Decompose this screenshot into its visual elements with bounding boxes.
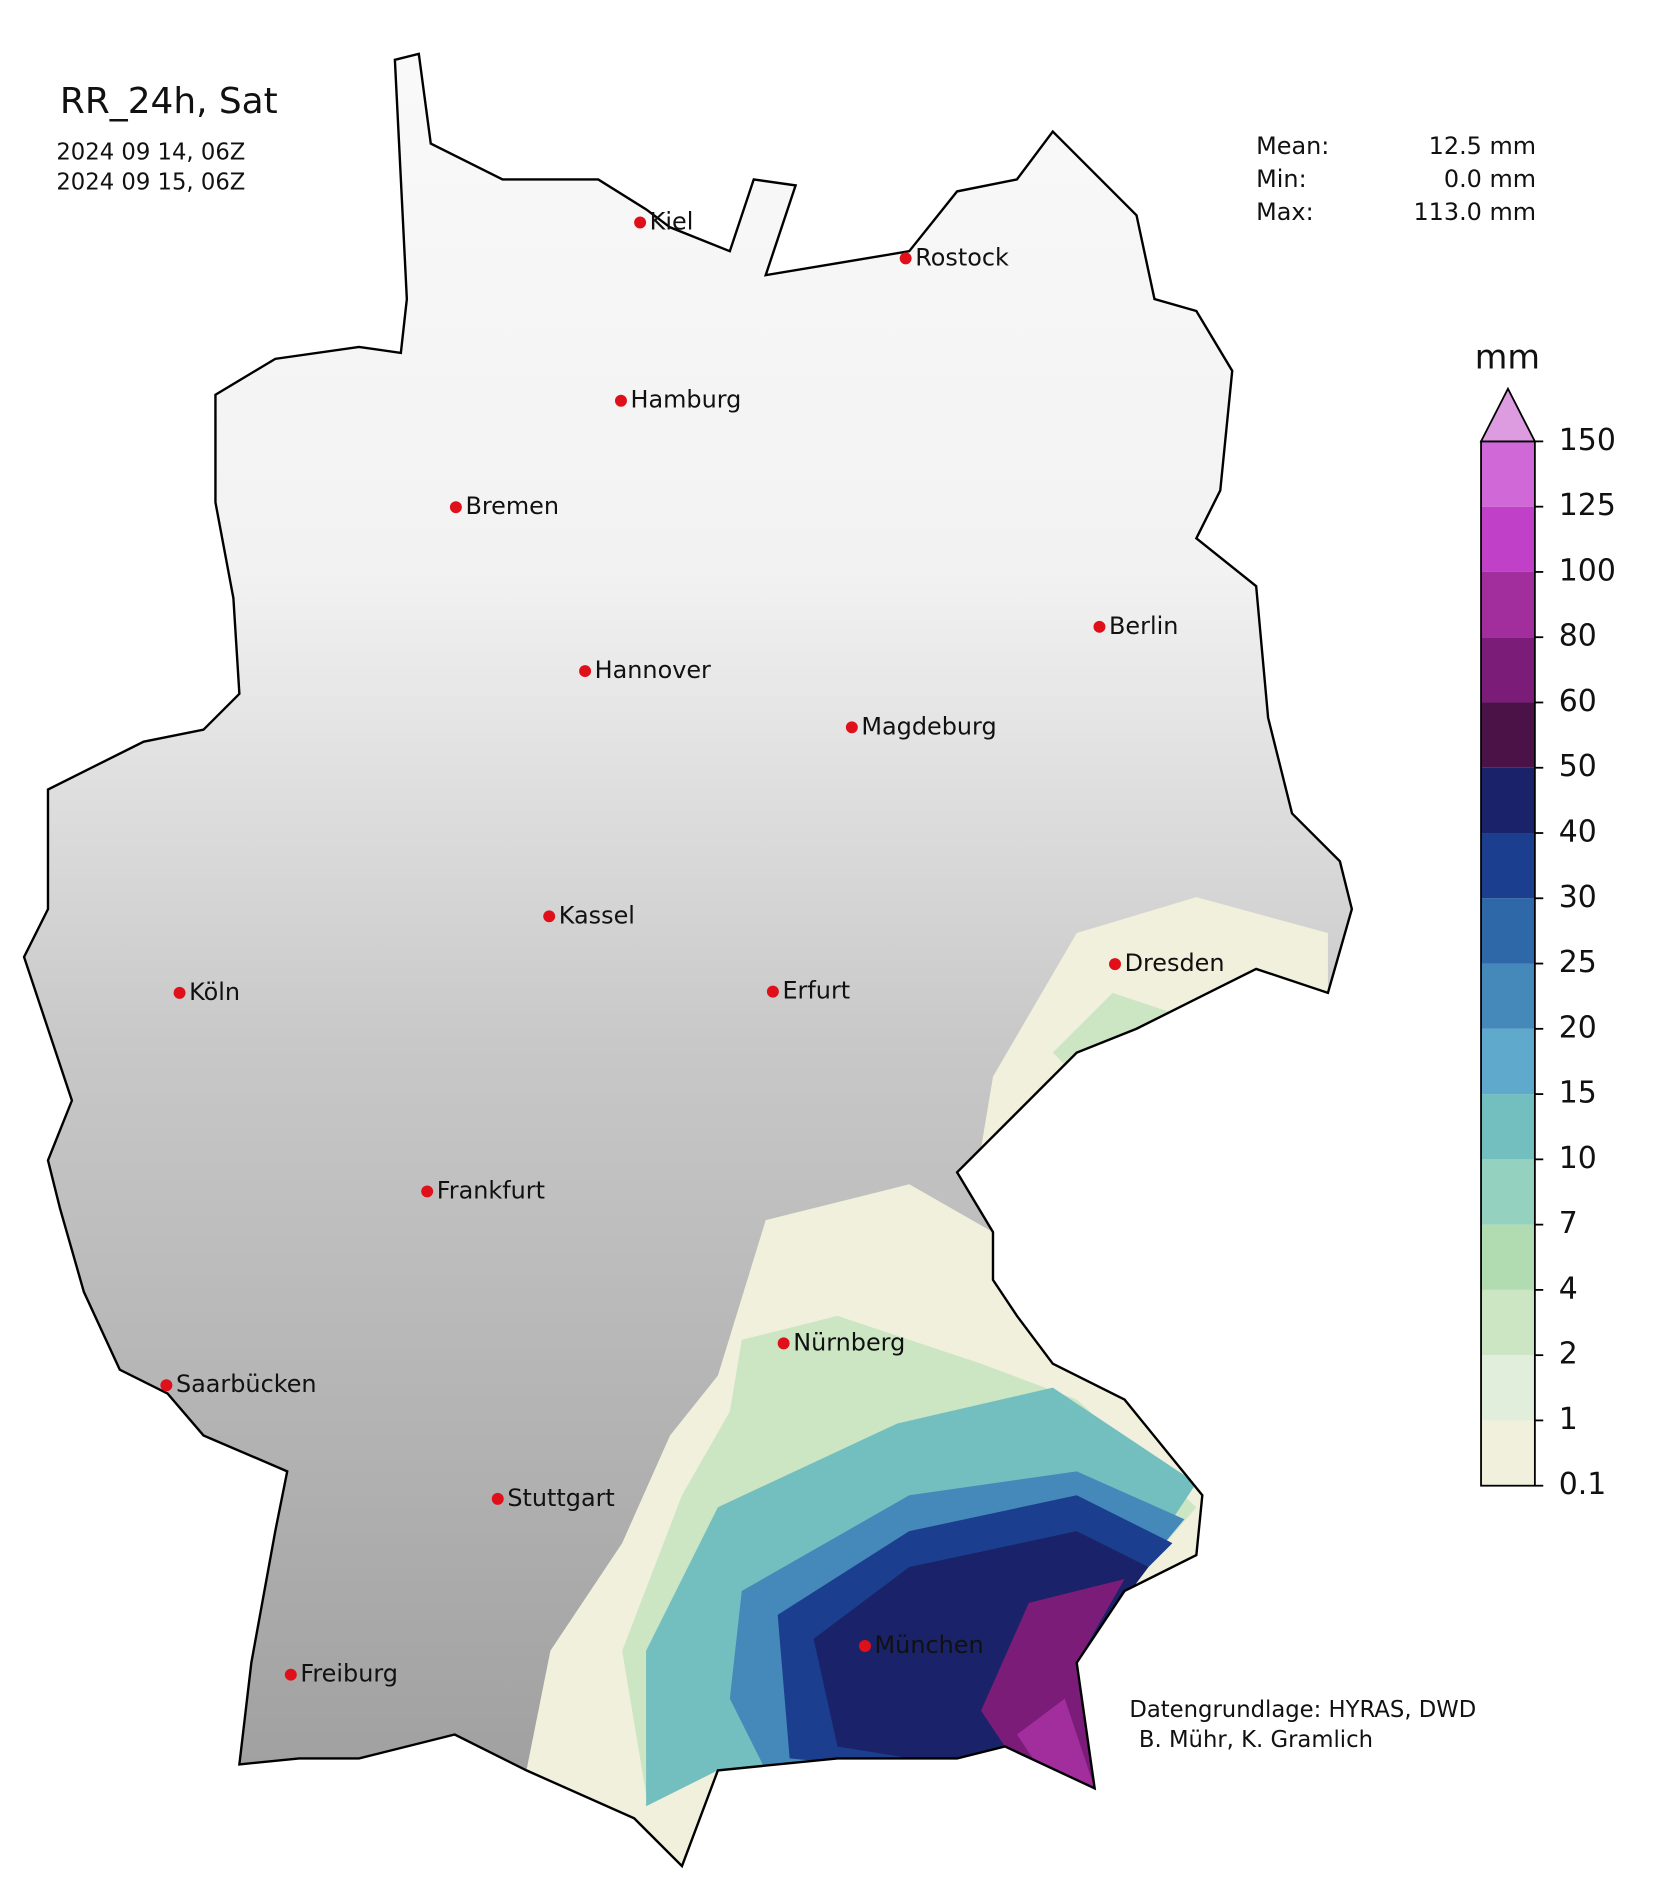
colorbar-band	[1481, 1355, 1535, 1421]
colorbar-tick-label: 60	[1559, 684, 1597, 719]
colorbar-band	[1481, 637, 1535, 703]
city-label: Köln	[189, 978, 240, 1006]
city-label: München	[875, 1631, 984, 1659]
city-marker	[173, 986, 186, 999]
city-label: Kiel	[650, 207, 694, 235]
city-marker	[766, 985, 779, 998]
city-label: Freiburg	[300, 1660, 398, 1688]
stat-label: Mean:	[1256, 132, 1329, 160]
city-label: Hannover	[595, 656, 711, 684]
colorbar-tick-label: 2	[1559, 1337, 1578, 1372]
stat-label: Max:	[1256, 198, 1313, 226]
city-marker	[777, 1337, 790, 1350]
stat-value: 113.0 mm	[1413, 198, 1536, 226]
colorbar-band	[1481, 1289, 1535, 1356]
city-marker	[543, 910, 556, 923]
colorbar-band	[1481, 963, 1535, 1029]
city-marker	[845, 721, 858, 734]
city-marker	[899, 252, 912, 265]
city-marker	[634, 216, 647, 229]
colorbar-tick-label: 30	[1559, 880, 1597, 915]
city-label: Erfurt	[782, 977, 850, 1005]
city-marker	[614, 394, 627, 407]
stat-label: Min:	[1256, 165, 1306, 193]
colorbar-tick-label: 50	[1559, 749, 1597, 784]
colorbar-band	[1481, 898, 1535, 964]
city-label: Dresden	[1125, 949, 1225, 977]
colorbar-unit: mm	[1475, 337, 1540, 376]
colorbar-band	[1481, 833, 1535, 899]
colorbar-tick-label: 100	[1559, 553, 1616, 588]
stat-value: 0.0 mm	[1444, 165, 1536, 193]
stat-value: 12.5 mm	[1429, 132, 1536, 160]
colorbar-band	[1481, 1224, 1535, 1290]
colorbar-tick-label: 15	[1559, 1076, 1597, 1111]
colorbar-band	[1481, 767, 1535, 834]
colorbar-band	[1481, 702, 1535, 768]
colorbar-tick-label: 7	[1559, 1206, 1578, 1241]
colorbar-tick-label: 80	[1559, 619, 1597, 654]
credit: Datengrundlage: HYRAS, DWD	[1129, 1697, 1476, 1723]
city-label: Frankfurt	[437, 1176, 545, 1204]
city-label: Rostock	[915, 243, 1009, 271]
city-label: Stuttgart	[507, 1484, 614, 1512]
city-marker	[1109, 958, 1121, 971]
colorbar-tick-label: 1	[1559, 1402, 1578, 1437]
valid-to: 2024 09 15, 06Z	[56, 170, 245, 196]
city-label: Berlin	[1109, 612, 1178, 640]
city-label: Kassel	[559, 901, 635, 929]
colorbar-band	[1481, 1094, 1535, 1160]
city-marker	[579, 665, 592, 678]
colorbar-tick-label: 25	[1559, 945, 1597, 980]
colorbar-tick-label: 10	[1559, 1141, 1597, 1176]
valid-from: 2024 09 14, 06Z	[56, 140, 245, 166]
city-marker	[1093, 620, 1106, 633]
colorbar-band	[1481, 571, 1535, 638]
city-label: Magdeburg	[861, 712, 996, 740]
city-label: Hamburg	[631, 386, 742, 414]
colorbar-band	[1481, 1159, 1535, 1225]
colorbar-band	[1481, 1420, 1535, 1486]
colorbar-tick-label: 40	[1559, 815, 1597, 850]
city-label: Saarbücken	[176, 1370, 317, 1398]
colorbar-extend	[1479, 386, 1537, 443]
colorbar-tick-label: 4	[1559, 1271, 1578, 1306]
credit: B. Mühr, K. Gramlich	[1139, 1727, 1373, 1753]
city-label: Nürnberg	[793, 1328, 905, 1356]
colorbar-tick-label: 125	[1559, 488, 1616, 523]
colorbar-band	[1481, 441, 1535, 507]
city-marker	[491, 1492, 504, 1505]
colorbar-tick-label: 0.1	[1559, 1467, 1607, 1502]
colorbar-band	[1481, 1028, 1535, 1095]
city-marker	[421, 1185, 434, 1198]
city-marker	[160, 1379, 173, 1392]
city-marker	[859, 1640, 871, 1652]
city-marker	[449, 501, 462, 514]
colorbar-tick-label: 20	[1559, 1010, 1597, 1045]
colorbar-tick-label: 150	[1559, 423, 1616, 458]
city-marker	[284, 1668, 297, 1681]
colorbar-band	[1481, 506, 1535, 572]
city-label: Bremen	[465, 492, 559, 520]
map-title: RR_24h, Sat	[60, 81, 278, 122]
